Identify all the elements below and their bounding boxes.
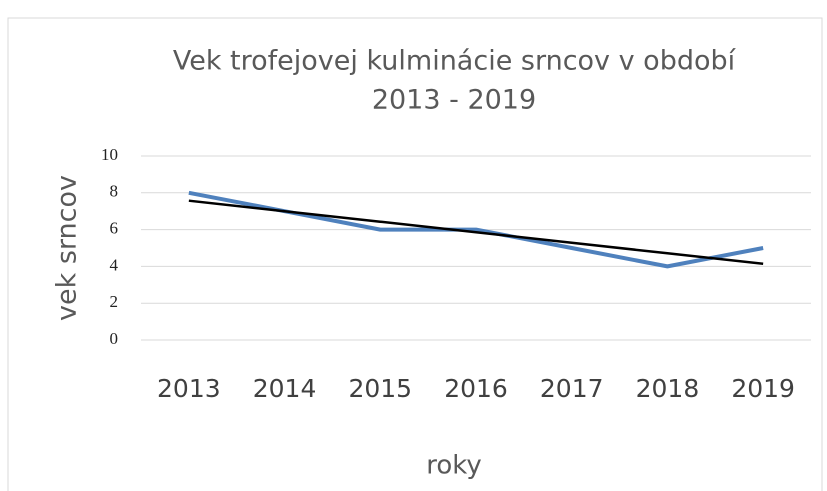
x-axis-label: roky bbox=[426, 451, 482, 481]
x-tick-label: 2017 bbox=[540, 374, 604, 403]
x-tick-label: 2015 bbox=[348, 374, 412, 403]
chart-title: Vek trofejovej kulminácie srncov v obdob… bbox=[173, 46, 737, 77]
y-tick-label: 0 bbox=[110, 329, 119, 348]
y-tick-label: 10 bbox=[101, 145, 118, 164]
series-line bbox=[188, 199, 764, 266]
y-tick-label: 2 bbox=[110, 292, 119, 311]
y-tick-label: 4 bbox=[110, 255, 119, 274]
y-tick-label: 8 bbox=[110, 182, 119, 201]
y-tick-label: 6 bbox=[110, 219, 119, 238]
x-tick-label: 2018 bbox=[636, 374, 700, 403]
x-tick-label: 2014 bbox=[253, 374, 317, 403]
chart-title: 2013 - 2019 bbox=[372, 85, 536, 116]
y-axis-label: vek srncov bbox=[52, 175, 83, 321]
x-tick-label: 2016 bbox=[444, 374, 508, 403]
x-tick-label: 2019 bbox=[731, 374, 795, 403]
x-tick-label: 2013 bbox=[157, 374, 221, 403]
